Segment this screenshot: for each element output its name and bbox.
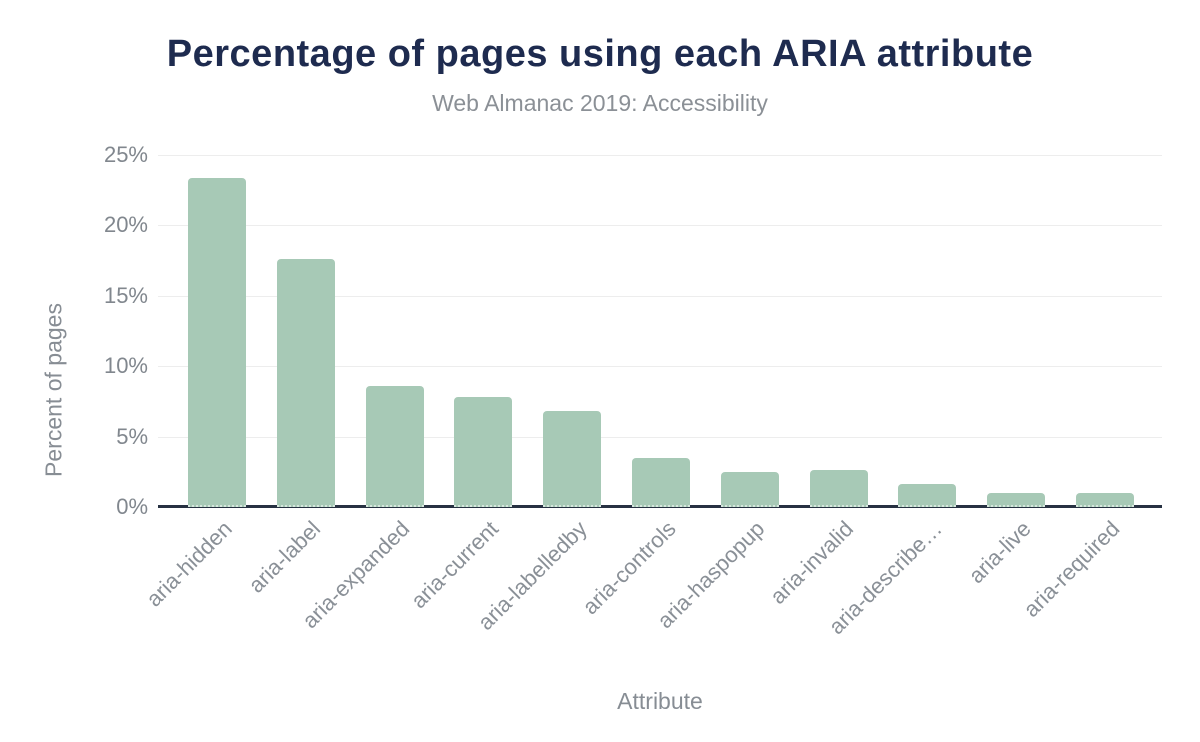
x-tick-label-aria-live: aria-live	[963, 516, 1036, 589]
bar-aria-invalid	[809, 470, 868, 507]
x-tick-label-aria-invalid: aria-invalid	[765, 516, 859, 609]
plot-area	[158, 155, 1162, 508]
x-tick-label-aria-hidden: aria-hidden	[141, 516, 237, 612]
chart-title: Percentage of pages using each ARIA attr…	[166, 33, 1034, 75]
bar-aria-describe	[898, 484, 957, 507]
y-axis-title: Percent of pages	[40, 303, 67, 477]
bar-aria-current	[454, 397, 513, 507]
bar-aria-required	[1076, 492, 1134, 507]
x-tick-label-aria-label: aria-label	[243, 516, 326, 598]
gridline-10	[158, 366, 1162, 368]
y-tick-label-15pct: 15%	[103, 282, 148, 308]
bar-aria-label	[276, 259, 335, 507]
gridline-25	[158, 155, 1162, 156]
y-tick-label-10pct: 10%	[103, 353, 148, 379]
y-tick-label-5pct: 5%	[116, 423, 148, 449]
bar-aria-hidden	[188, 177, 246, 507]
bar-aria-expanded	[365, 385, 424, 507]
bar-aria-haspopup	[720, 471, 779, 507]
gridline-5	[158, 436, 1162, 438]
x-axis-title: Attribute	[617, 688, 703, 714]
bar-aria-labelledby	[543, 411, 602, 507]
y-tick-label-25pct: 25%	[103, 142, 148, 167]
chart-subtitle: Web Almanac 2019: Accessibility	[432, 90, 768, 116]
gridline-20	[158, 225, 1162, 227]
bar-aria-controls	[632, 457, 690, 507]
y-tick-label-20pct: 20%	[103, 212, 148, 238]
bar-aria-live	[987, 492, 1046, 507]
gridline-15	[158, 295, 1162, 297]
y-tick-label-0pct: 0%	[116, 494, 148, 519]
